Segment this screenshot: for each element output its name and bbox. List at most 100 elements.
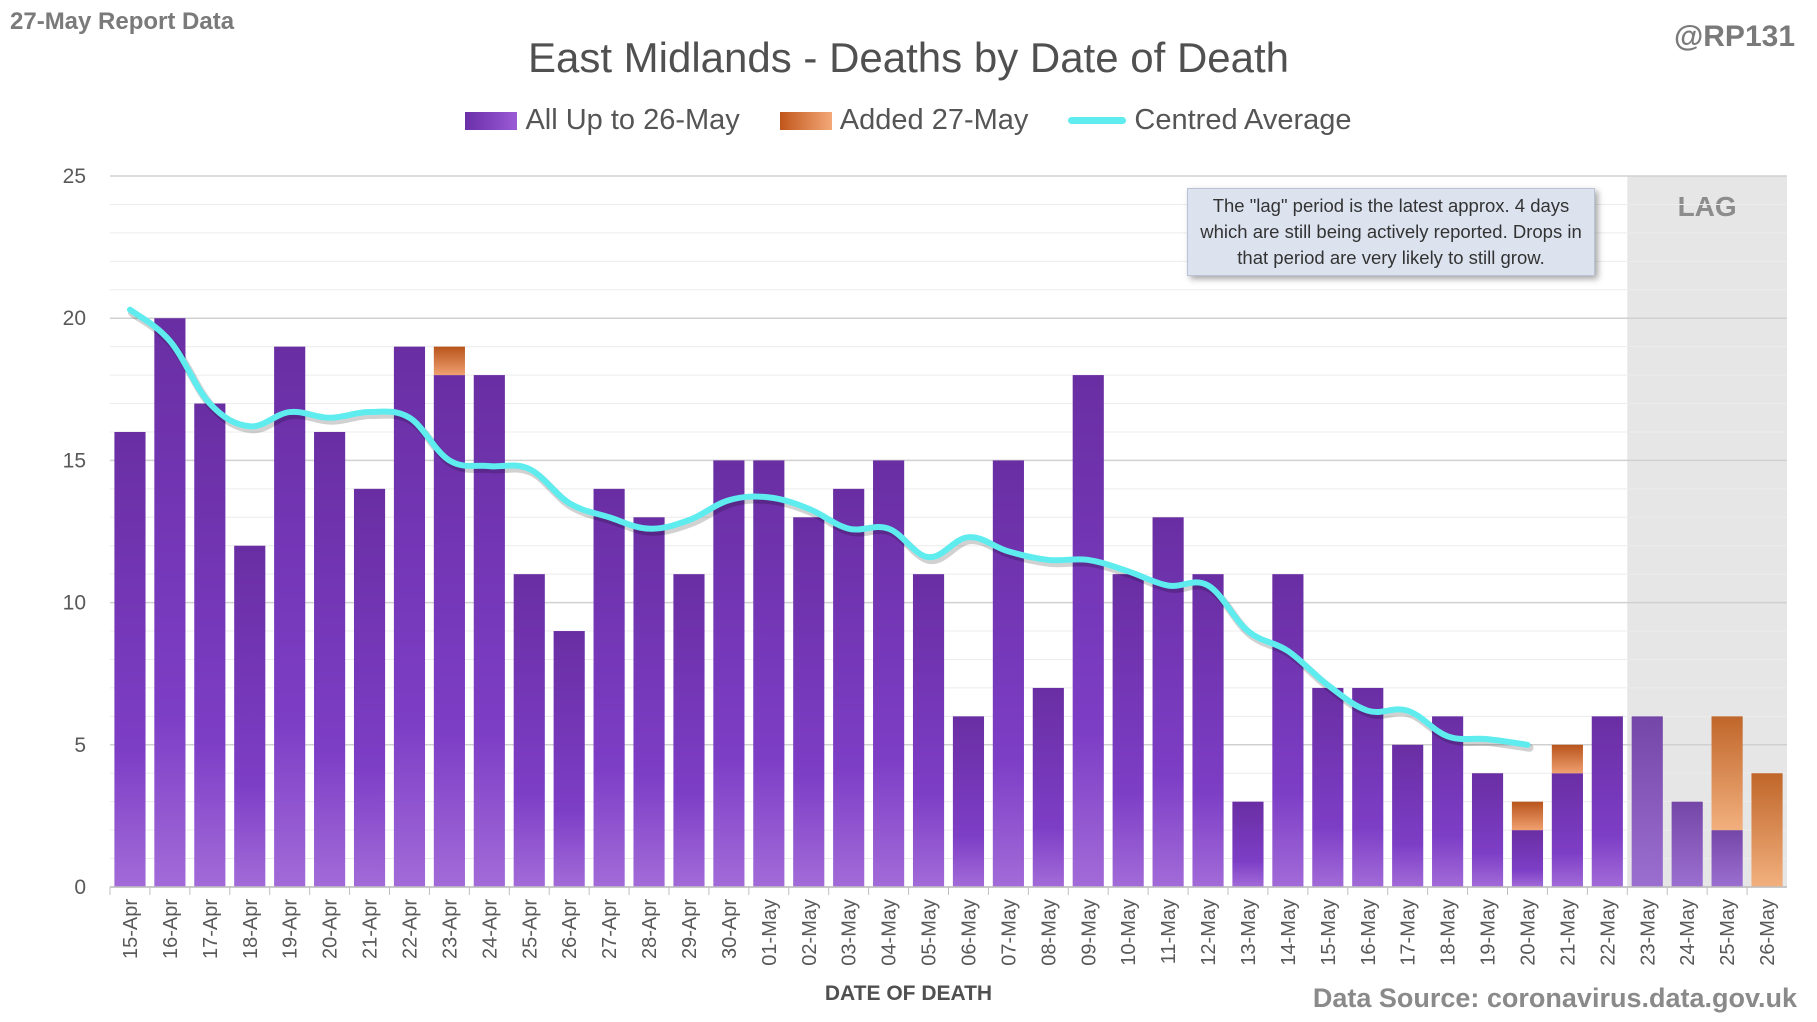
x-tick-label: 16-Apr xyxy=(160,899,182,959)
x-tick-label: 22-May xyxy=(1597,899,1619,966)
y-tick-label: 10 xyxy=(63,592,86,615)
legend-swatch-existing xyxy=(465,111,518,130)
bar-existing xyxy=(154,318,186,887)
x-tick-label: 24-Apr xyxy=(479,899,501,959)
bar-existing xyxy=(553,631,585,887)
x-tick-label: 23-Apr xyxy=(439,899,461,959)
bar-existing xyxy=(314,431,346,887)
bar-existing xyxy=(833,488,865,887)
bar-existing xyxy=(1272,574,1304,887)
bar-existing xyxy=(793,517,825,887)
chart-title: East Midlands - Deaths by Date of Death xyxy=(527,34,1290,81)
x-tick-label: 17-Apr xyxy=(200,899,222,959)
x-tick-label: 17-May xyxy=(1398,899,1420,966)
bar-existing xyxy=(1192,574,1224,887)
bar-added xyxy=(1551,744,1583,774)
x-tick-label: 28-Apr xyxy=(639,899,661,959)
bar-added xyxy=(1711,716,1743,831)
x-tick-label: 03-May xyxy=(839,899,861,966)
bar-existing xyxy=(593,488,625,887)
bar-added xyxy=(1751,773,1783,887)
x-tick-label: 18-May xyxy=(1438,899,1460,966)
bar-existing xyxy=(753,460,785,887)
bar-existing xyxy=(992,460,1024,887)
bar-existing xyxy=(393,346,426,887)
bar-existing xyxy=(1591,716,1623,887)
bar-existing xyxy=(1511,830,1544,887)
bar-existing xyxy=(1432,716,1464,887)
x-tick-label: 20-Apr xyxy=(320,899,342,959)
bar-existing xyxy=(1112,574,1144,887)
x-tick-label: 13-May xyxy=(1238,899,1260,966)
x-tick-label: 10-May xyxy=(1118,899,1140,966)
bar-existing xyxy=(1352,687,1384,887)
bar-existing xyxy=(633,517,665,887)
bar-existing xyxy=(234,545,266,887)
x-tick-label: 15-Apr xyxy=(120,899,142,959)
bar-existing xyxy=(473,375,505,887)
x-tick-label: 01-May xyxy=(759,899,781,966)
bar-existing xyxy=(952,716,985,887)
bar-existing xyxy=(1072,375,1104,887)
lag-note-box: The "lag" period is the latest approx. 4… xyxy=(1187,188,1595,276)
bar-existing xyxy=(1032,687,1064,887)
legend-item-existing: All Up to 26-May xyxy=(465,104,740,137)
bar-existing xyxy=(1392,744,1424,887)
x-tick-label: 25-Apr xyxy=(519,899,541,959)
bar-existing xyxy=(1631,716,1663,887)
y-tick-label: 5 xyxy=(74,734,86,757)
report-date-label: 27-May Report Data xyxy=(10,8,235,35)
x-tick-label: 19-May xyxy=(1478,899,1500,966)
x-tick-label: 14-May xyxy=(1278,899,1300,966)
legend-label-average: Centred Average xyxy=(1134,104,1352,136)
x-tick-label: 19-Apr xyxy=(280,899,302,959)
bar-added xyxy=(1511,801,1544,831)
x-tick-label: 20-May xyxy=(1517,899,1539,966)
x-tick-label: 26-Apr xyxy=(559,899,581,959)
x-tick-label: 21-May xyxy=(1557,899,1579,966)
bar-existing xyxy=(713,460,745,887)
x-tick-label: 06-May xyxy=(958,899,980,966)
bar-existing xyxy=(912,574,945,887)
x-tick-label: 09-May xyxy=(1078,899,1100,966)
bar-existing xyxy=(274,346,306,887)
bar-added xyxy=(433,346,465,376)
bar-existing xyxy=(1152,517,1184,887)
data-source: Data Source: coronavirus.data.gov.uk xyxy=(1312,983,1797,1013)
x-tick-label: 04-May xyxy=(879,899,901,966)
x-tick-label: 12-May xyxy=(1198,899,1220,966)
x-tick-label: 27-Apr xyxy=(599,899,621,959)
x-tick-label: 30-Apr xyxy=(719,899,741,959)
chart-legend: All Up to 26-May Added 27-May Centred Av… xyxy=(0,104,1817,137)
legend-swatch-added xyxy=(779,111,832,130)
x-tick-label: 16-May xyxy=(1358,899,1380,966)
x-axis-title: DATE OF DEATH xyxy=(824,982,993,1005)
x-tick-label: 07-May xyxy=(998,899,1020,966)
bar-existing xyxy=(1471,773,1504,887)
x-tick-label: 24-May xyxy=(1677,899,1699,966)
x-tick-label: 08-May xyxy=(1038,899,1060,966)
x-tick-label: 02-May xyxy=(799,899,821,966)
y-tick-label: 20 xyxy=(63,307,86,330)
y-tick-label: 15 xyxy=(63,449,86,472)
legend-item-average: Centred Average xyxy=(1068,104,1352,137)
legend-label-added: Added 27-May xyxy=(839,104,1029,136)
x-tick-label: 23-May xyxy=(1637,899,1659,966)
author-handle: @RP131 xyxy=(1674,20,1795,53)
bar-existing xyxy=(673,574,705,887)
legend-swatch-average xyxy=(1068,117,1127,124)
x-tick-label: 11-May xyxy=(1158,899,1180,964)
x-tick-label: 29-Apr xyxy=(679,899,701,959)
x-tick-label: 25-May xyxy=(1717,899,1739,966)
x-tick-label: 15-May xyxy=(1318,899,1340,966)
bar-existing xyxy=(353,488,386,887)
bar-existing xyxy=(1312,687,1344,887)
lag-label: LAG xyxy=(1678,191,1737,222)
bar-existing xyxy=(1232,801,1264,887)
legend-label-existing: All Up to 26-May xyxy=(525,104,740,136)
bar-existing xyxy=(513,574,545,887)
average-line xyxy=(126,306,1531,748)
bar-existing xyxy=(1711,830,1743,887)
bar-existing xyxy=(114,431,146,887)
